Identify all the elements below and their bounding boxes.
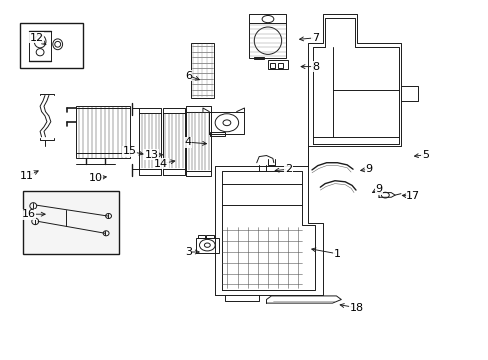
Bar [139, 113, 161, 169]
Text: 3: 3 [184, 247, 191, 257]
Text: 9: 9 [375, 184, 382, 194]
Bar [277, 63, 282, 68]
Text: 17: 17 [406, 191, 419, 201]
Bar [210, 132, 224, 136]
Bar [23, 191, 119, 254]
Text: 16: 16 [21, 209, 35, 219]
Text: 10: 10 [88, 173, 102, 183]
Text: 15: 15 [122, 146, 136, 156]
Text: 1: 1 [333, 249, 340, 259]
Text: 13: 13 [144, 150, 158, 160]
Text: 4: 4 [184, 137, 191, 147]
Text: 6: 6 [184, 71, 191, 81]
Bar [197, 235, 205, 238]
Text: 9: 9 [365, 164, 372, 174]
Bar [76, 106, 129, 158]
Text: 7: 7 [311, 33, 318, 43]
Bar [190, 43, 214, 98]
Text: 18: 18 [349, 303, 363, 313]
Bar [29, 31, 51, 61]
Bar [206, 235, 214, 238]
Bar [269, 63, 274, 68]
Text: 12: 12 [30, 33, 43, 43]
Bar [267, 60, 287, 69]
Text: 2: 2 [285, 164, 291, 174]
Text: 5: 5 [421, 150, 428, 160]
Text: 8: 8 [311, 62, 318, 72]
Bar [163, 113, 184, 169]
Text: 11: 11 [20, 171, 34, 181]
Bar [20, 23, 83, 68]
Bar [186, 112, 210, 171]
Bar [249, 23, 285, 58]
Bar [254, 57, 264, 59]
Bar [195, 238, 219, 253]
Text: 14: 14 [154, 159, 168, 169]
